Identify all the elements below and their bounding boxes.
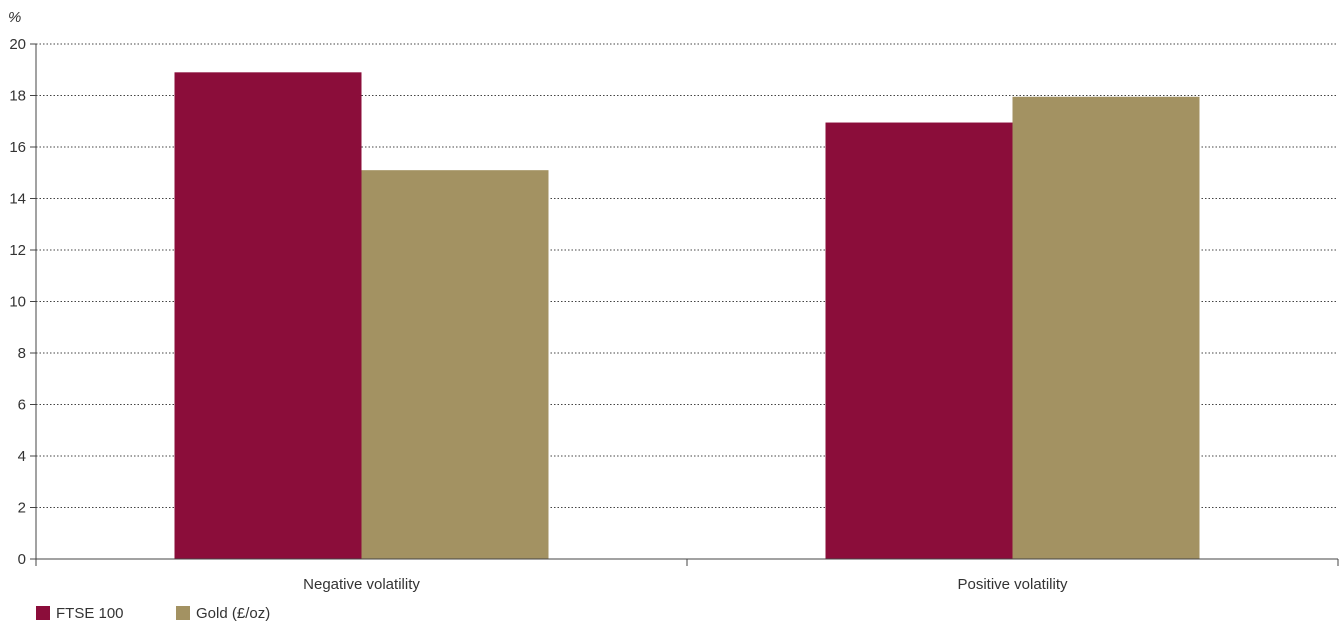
y-axis-ticks: 0 2 4 6 8 10 12 14 16 18 20	[9, 36, 36, 568]
bar-gold-oz	[1012, 96, 1200, 559]
y-tick-label: 10	[9, 294, 26, 311]
y-tick-label: 6	[18, 397, 26, 414]
bar-ftse-100	[825, 122, 1013, 559]
y-tick-label: 0	[18, 551, 26, 568]
y-tick-label: 12	[9, 242, 26, 259]
x-axis	[35, 44, 1339, 566]
y-tick-label: 18	[9, 88, 26, 105]
bar-gold-oz	[361, 170, 549, 560]
y-tick-label: 16	[9, 139, 26, 156]
legend-label: Gold (£/oz)	[196, 605, 270, 622]
x-category-label: Positive volatility	[957, 576, 1068, 593]
y-tick-label: 4	[18, 448, 26, 465]
y-tick-label: 14	[9, 191, 26, 208]
y-tick-label: 20	[9, 36, 26, 53]
legend-swatch	[36, 606, 50, 620]
x-category-label: Negative volatility	[303, 576, 420, 593]
y-tick-label: 2	[18, 500, 26, 517]
y-tick-label: 8	[18, 345, 26, 362]
legend-label: FTSE 100	[56, 605, 124, 622]
legend-swatch	[176, 606, 190, 620]
y-unit-label: %	[8, 9, 21, 26]
x-axis-labels: Negative volatility Positive volatility	[303, 576, 1068, 593]
bar-ftse-100	[174, 72, 362, 559]
legend: FTSE 100 Gold (£/oz)	[36, 605, 270, 622]
bars	[174, 72, 1200, 560]
